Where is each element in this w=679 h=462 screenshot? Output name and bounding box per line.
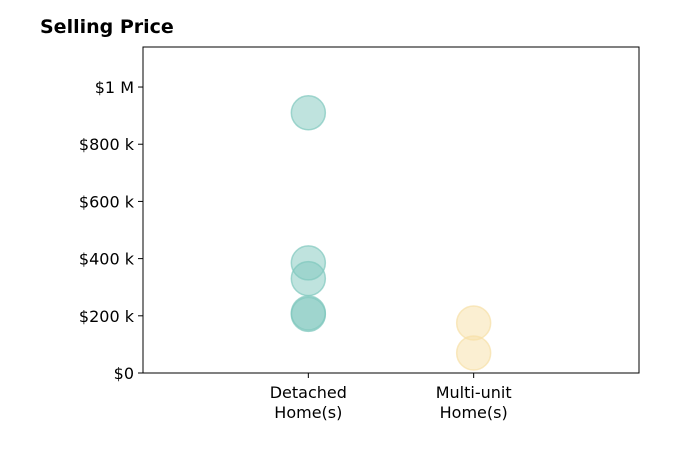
data-point [455, 335, 492, 371]
data-point [455, 305, 492, 341]
x-tick-label: Home(s) [274, 403, 342, 422]
y-tick-label: $400 k [79, 250, 135, 269]
plot-frame [142, 46, 640, 374]
points-layer [290, 95, 492, 371]
x-tick-label: Detached [270, 383, 347, 402]
x-tick-label: Home(s) [440, 403, 508, 422]
y-tick-label: $0 [114, 364, 134, 383]
x-tick-label: Multi-unit [436, 383, 512, 402]
y-tick-label: $1 M [95, 78, 134, 97]
y-tick-label: $200 k [79, 307, 135, 326]
y-tick-label: $600 k [79, 192, 135, 211]
chart-title: Selling Price [40, 16, 174, 38]
y-axis: $0 $200 k $400 k $600 k $800 k $1 M [79, 78, 143, 383]
data-point [290, 296, 327, 333]
y-tick-label: $800 k [79, 135, 135, 154]
data-point [290, 260, 327, 297]
data-point [290, 95, 327, 131]
